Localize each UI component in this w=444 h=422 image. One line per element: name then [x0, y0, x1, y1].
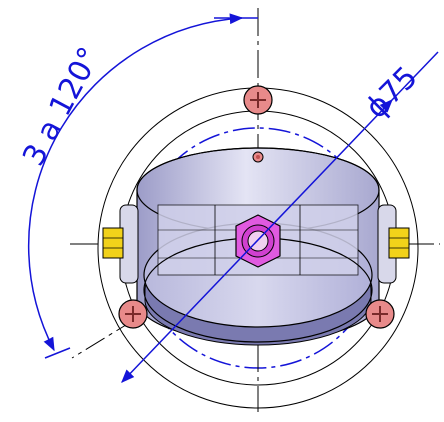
- lower-left-screw: [118, 299, 148, 329]
- right-hex-bolt: [388, 227, 410, 259]
- set-screw: [252, 151, 264, 163]
- angular-dimension: [27, 13, 258, 359]
- left-hex-bolt: [102, 227, 124, 259]
- diameter-dimension: [121, 51, 439, 383]
- diameter-dimension-label: ϕ75: [359, 60, 425, 126]
- top-screw: [243, 85, 273, 115]
- angular-dimension-label: 3 a 120°: [16, 42, 107, 172]
- lower-right-screw: [365, 299, 395, 329]
